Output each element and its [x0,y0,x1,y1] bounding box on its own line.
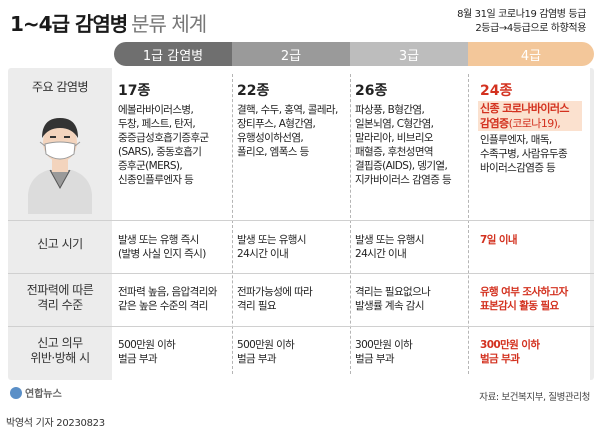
row-label-penalty: 신고 의무 위반·방해 시 [30,336,90,365]
title: 1~4급 감염병 분류 체계 [10,8,207,38]
report-time-grade2: 발생 또는 유행시 24시간 이내 [237,234,307,260]
note-line1: 8월 31일 코로나19 감염병 등급 [457,9,586,20]
row-divider [8,273,594,274]
diseases-grade3: 파상풍, B형간염, 일본뇌염, C형간염, 말라리아, 비브리오 패혈증, 후천성면… [355,104,452,186]
count-grade3: 26종 [355,83,388,99]
divider [350,74,351,374]
diseases-grade4: 인플루엔자, 매독, 수족구병, 사람유두종 바이러스감염증 등 [480,134,568,174]
diseases-grade1: 에볼라바이러스병, 두창, 페스트, 탄저, 중증급성호흡기증후군 (SARS), 중… [118,104,209,186]
covid-highlight [478,101,582,131]
header-grade3: 3급 [350,42,468,66]
report-time-grade3: 발생 또는 유행시 24시간 이내 [355,234,425,260]
report-time-grade4: 7일 이내 [480,234,518,246]
source: 자료: 보건복지부, 질병관리청 [479,392,590,403]
divider [232,74,233,374]
covid-label: 신종 코로나바이러스 감염증(코로나19), [480,102,570,130]
masked-person-icon [28,118,92,214]
note: 8월 31일 코로나19 감염병 등급 2등급→4등급으로 하향적용 [457,8,586,36]
penalty-grade2: 500만원 이하 벌금 부과 [237,339,295,365]
row-label-report-time: 신고 시기 [37,237,83,251]
yonhap-logo: 연합뉴스 [10,385,62,400]
row-label-isolation: 전파력에 따른 격리 수준 [26,283,94,312]
header-grade1: 1급 감염병 [114,42,232,66]
isolation-grade3: 격리는 필요없으나 발생률 계속 감시 [355,286,431,312]
title-sub: 분류 체계 [131,12,207,36]
report-time-grade1: 발생 또는 유행 즉시 (발병 사실 인지 즉시) [118,234,206,260]
isolation-grade1: 전파력 높음, 음압격리와 같은 높은 수준의 격리 [118,286,217,312]
isolation-grade4: 유행 여부 조사하고자 표본감시 활동 필요 [480,286,568,312]
isolation-grade2: 전파가능성에 따라 격리 필요 [237,286,313,312]
logo-icon [10,386,22,399]
count-grade2: 22종 [237,83,270,99]
count-grade4: 24종 [480,83,513,99]
penalty-grade1: 500만원 이하 벌금 부과 [118,339,176,365]
penalty-grade4: 300만원 이하 벌금 부과 [480,339,540,365]
note-line2: 2등급→4등급으로 하향적용 [475,23,586,34]
row-divider [8,326,594,327]
row-divider [8,220,594,221]
logo-text: 연합뉴스 [25,389,62,400]
header-grade4: 4급 [468,42,594,66]
header-grade2: 2급 [232,42,350,66]
divider [468,74,469,374]
diseases-grade2: 결핵, 수두, 홍역, 콜레라, 장티푸스, A형간염, 유행성이하선염, 폴리오, … [237,104,338,158]
title-main: 1~4급 감염병 [10,12,128,36]
row-label-diseases: 주요 감염병 [31,80,89,94]
penalty-grade3: 300만원 이하 벌금 부과 [355,339,413,365]
count-grade1: 17종 [118,83,151,99]
credit: 박영석 기자 20230823 [6,418,105,429]
